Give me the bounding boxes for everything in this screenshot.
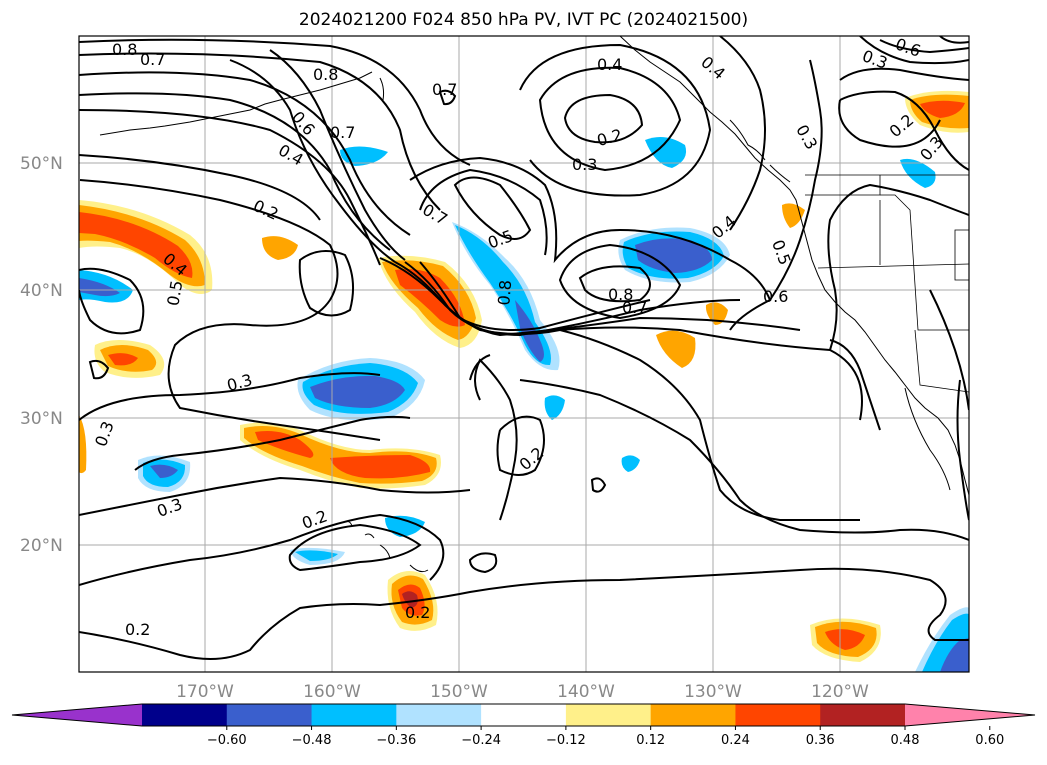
- colorbar-tick-label: 0.24: [721, 733, 750, 748]
- colorbar-tick-label: −0.60: [207, 733, 247, 748]
- contour-label: 0.7: [432, 80, 457, 99]
- lat-label-40n: 40°N: [20, 281, 63, 301]
- contour-label: 0.7: [330, 123, 355, 142]
- contour-label: 0.7: [140, 50, 165, 69]
- colorbar-tick-label: −0.12: [546, 733, 586, 748]
- latitude-labels: 50°N 40°N 30°N 20°N: [20, 154, 63, 556]
- colorbar-tick-label: 0.12: [636, 733, 665, 748]
- contour-label: 0.6: [763, 287, 788, 306]
- colorbar-tick-label: 0.48: [891, 733, 920, 748]
- contour-label: 0.2: [125, 620, 150, 639]
- contour-label: 0.8: [112, 40, 137, 59]
- colorbar-segment: [142, 704, 228, 726]
- contour-labels: 0.8 0.7 0.8 0.6 0.7 0.4 0.7 0.2 0.4 0.5 …: [91, 34, 947, 639]
- coastlines: [99, 36, 969, 573]
- contour-label: 0.8: [494, 279, 515, 306]
- political-borders: [805, 174, 969, 393]
- colorbar-outline: [11, 703, 1036, 727]
- colorbar-tick-label: 0.36: [806, 733, 835, 748]
- contour-label: 0.8: [313, 65, 338, 84]
- lat-label-30n: 30°N: [20, 409, 63, 429]
- chart-title: 2024021200 F024 850 hPa PV, IVT PC (2024…: [298, 10, 749, 30]
- lat-label-20n: 20°N: [20, 536, 63, 556]
- colorbar-segment: [226, 704, 313, 726]
- contour-label: 0.4: [597, 55, 622, 74]
- lon-label-130w: 130°W: [684, 682, 742, 702]
- lon-label-170w: 170°W: [176, 682, 234, 702]
- contour-label: 0.2: [405, 603, 430, 622]
- colorbar-segment: [396, 704, 482, 726]
- colorbar-tick-label: −0.24: [461, 733, 501, 748]
- lat-label-50n: 50°N: [20, 154, 63, 174]
- colorbar-segment: [735, 704, 821, 726]
- colorbar-extend-low: [12, 704, 142, 726]
- lon-label-120w: 120°W: [811, 682, 869, 702]
- colorbar: −0.60 −0.48 −0.36 −0.24 −0.12 0.12 0.24 0.36 0.4…: [11, 703, 1036, 748]
- colorbar-segment: [820, 704, 906, 726]
- lon-label-140w: 140°W: [557, 682, 615, 702]
- gridlines: [79, 36, 969, 672]
- longitude-labels: 170°W 160°W 150°W 140°W 130°W 120°W: [176, 682, 869, 702]
- contour-label: 0.8: [608, 285, 633, 304]
- colorbar-segment: [311, 704, 397, 726]
- lon-label-150w: 150°W: [430, 682, 488, 702]
- colorbar-extend-high: [905, 704, 1035, 726]
- colorbar-tick-label: 0.60: [975, 733, 1004, 748]
- contour-label: 0.3: [572, 155, 597, 174]
- colorbar-segment: [650, 704, 736, 726]
- lon-label-160w: 160°W: [303, 682, 361, 702]
- colorbar-tick-label: −0.36: [376, 733, 416, 748]
- colorbar-segment: [565, 704, 652, 726]
- contour-label: 0.5: [163, 279, 186, 307]
- colorbar-tick-label: −0.48: [292, 733, 332, 748]
- contour-label: 0.7: [622, 298, 647, 317]
- plot-frame: [78, 35, 970, 673]
- colorbar-segment: [481, 704, 567, 726]
